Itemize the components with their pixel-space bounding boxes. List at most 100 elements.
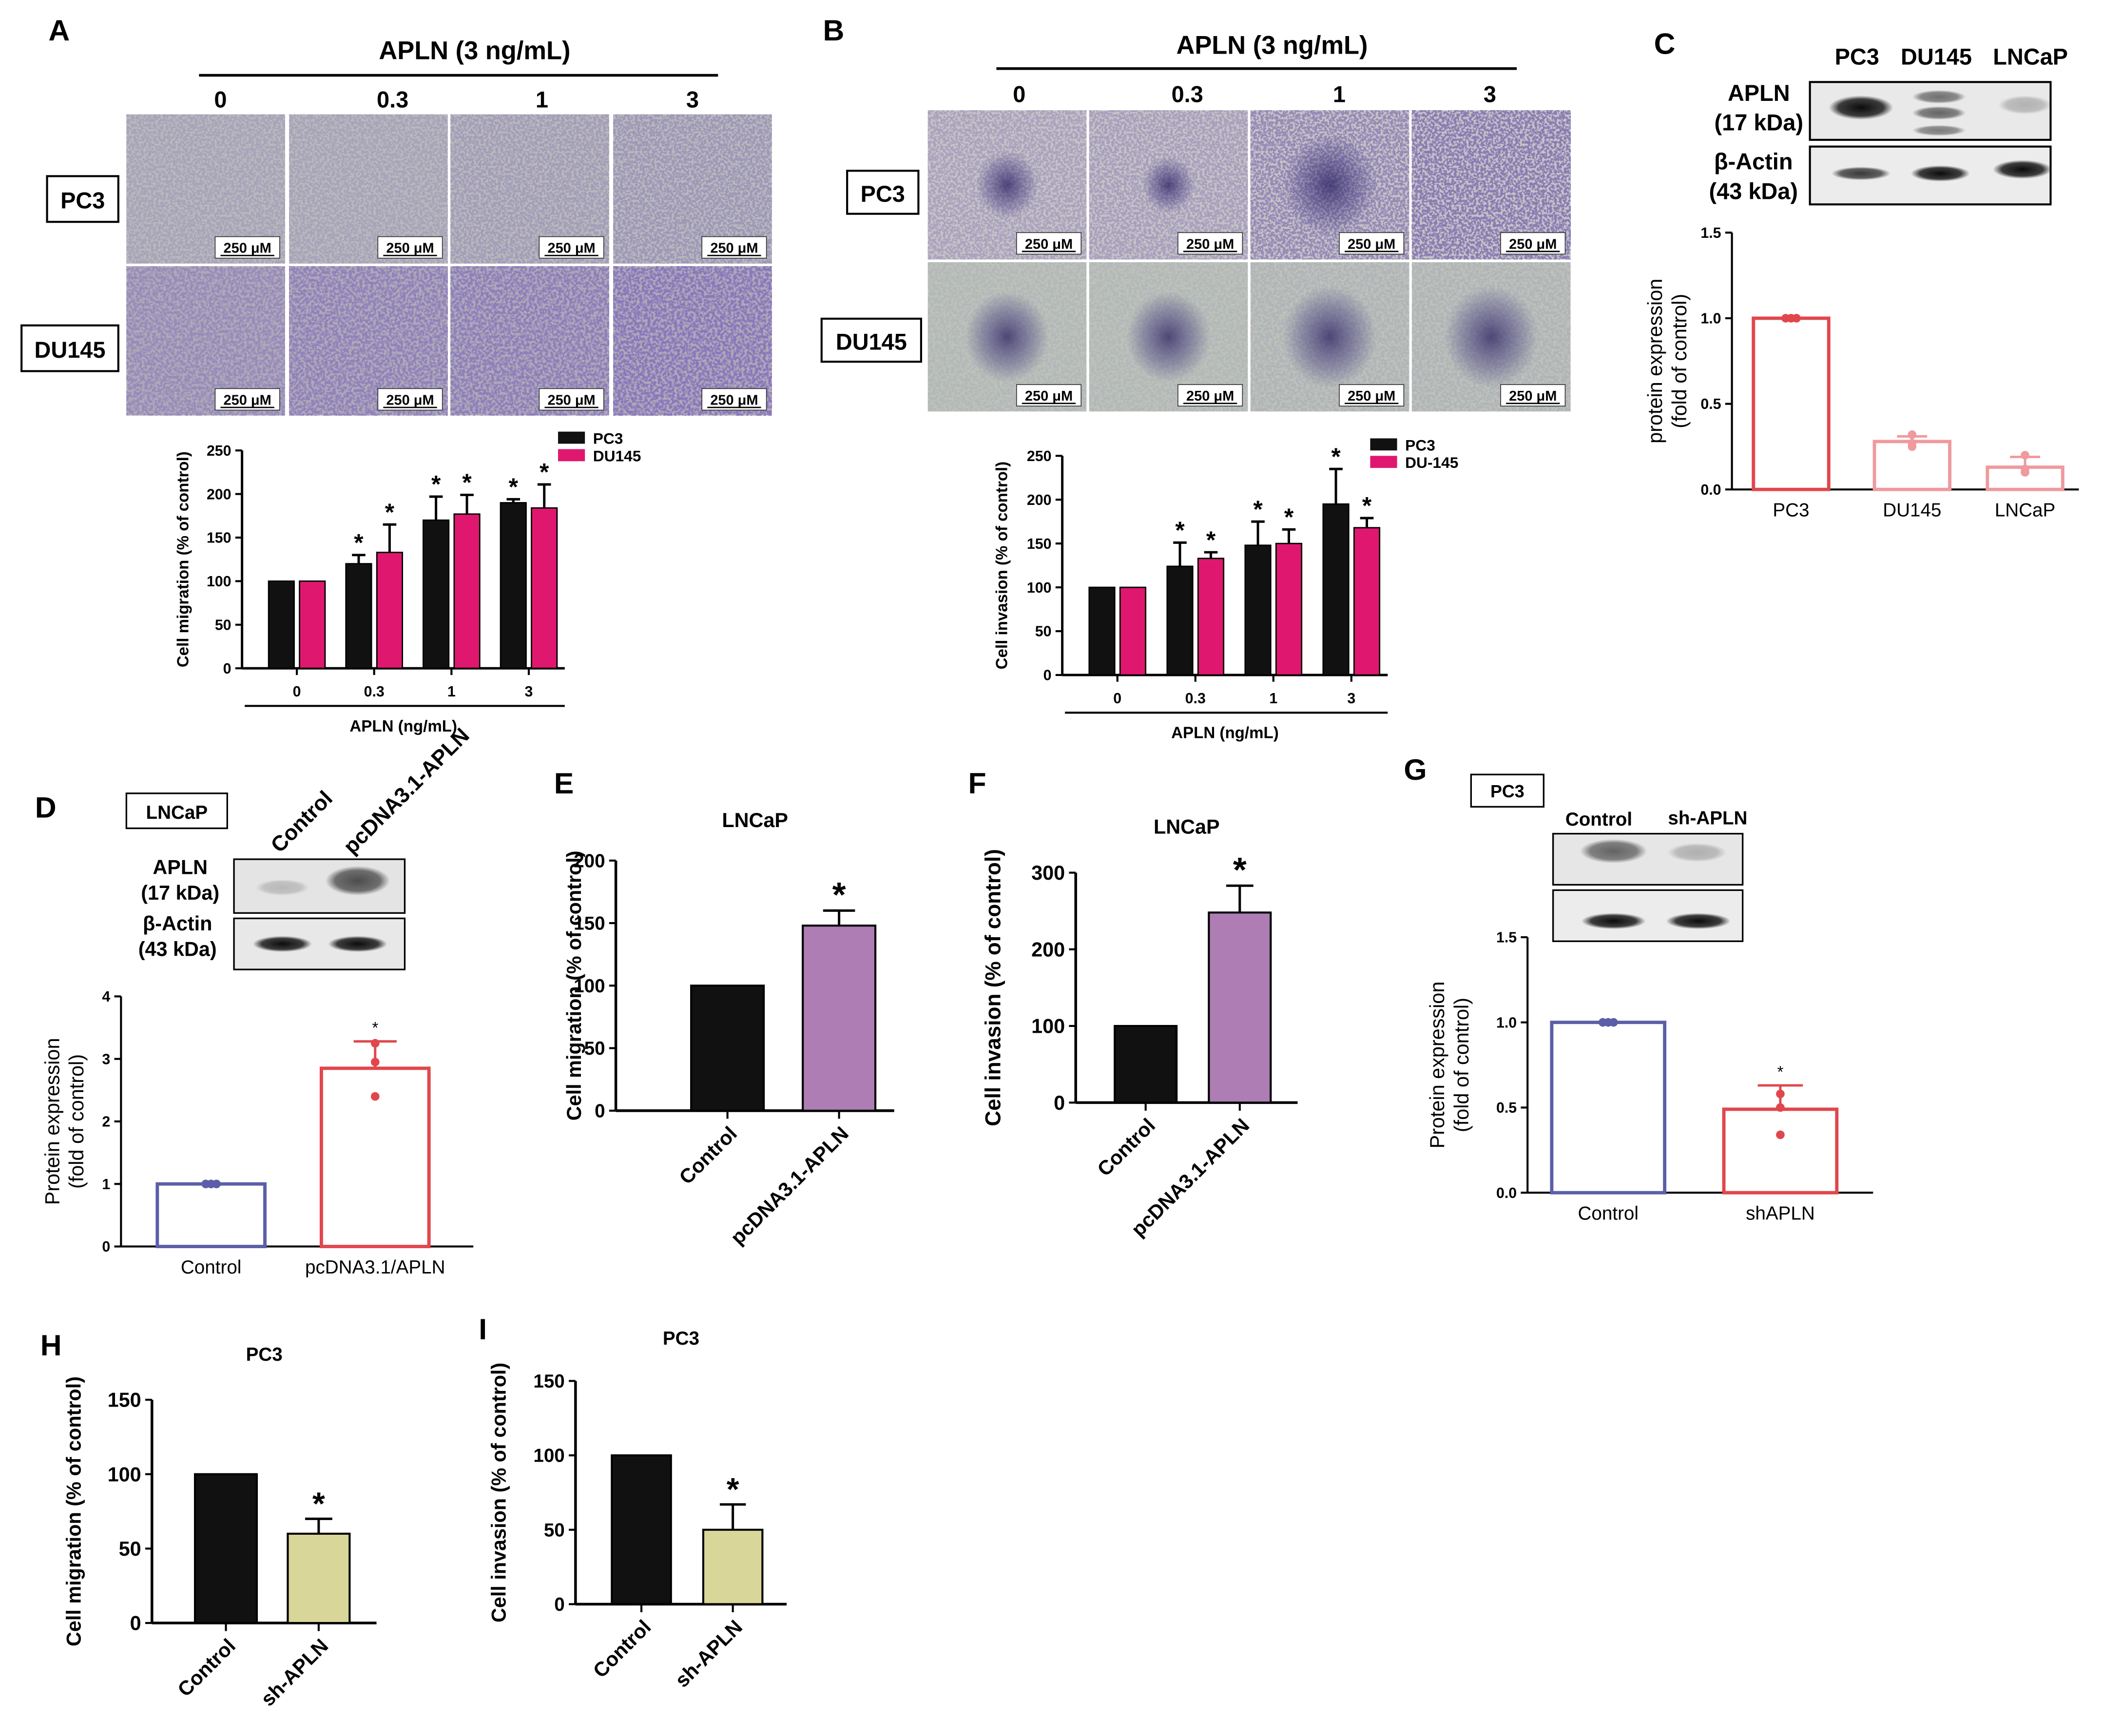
- micrograph-tile: 250 μM: [927, 110, 1087, 260]
- data-point: [370, 1092, 380, 1101]
- panel-label-e: E: [554, 767, 574, 800]
- y-tick-label: 150: [207, 530, 232, 546]
- blot-band: [1667, 843, 1727, 862]
- significance-marker: *: [372, 1019, 378, 1037]
- band-label-line: (43 kDa): [138, 938, 217, 961]
- y-tick-label: 100: [1027, 580, 1052, 596]
- micrograph-tile: 250 μM: [126, 266, 285, 416]
- scale-bar-box: [1500, 232, 1566, 255]
- data-point: [212, 1179, 221, 1189]
- scale-bar-label: 250 μM: [710, 241, 758, 256]
- data-point: [1609, 1018, 1618, 1027]
- band-label-line: APLN: [1728, 80, 1790, 106]
- row-label-du145: DU145: [836, 329, 907, 354]
- blot-band: [1666, 913, 1731, 929]
- legend-label: DU145: [593, 447, 641, 464]
- data-point: [1792, 314, 1801, 323]
- data-point: [2021, 451, 2029, 460]
- chart-title: PC3: [663, 1328, 699, 1349]
- bar: [1114, 1025, 1178, 1104]
- bar: [1119, 586, 1147, 676]
- legend-label: PC3: [1405, 436, 1435, 454]
- scale-bar-label: 250 μM: [224, 241, 271, 256]
- scale-bar-box: [539, 388, 604, 411]
- y-tick-label: 250: [207, 443, 232, 459]
- row-label-pc3: PC3: [861, 181, 905, 207]
- blot-band: [1992, 160, 2052, 179]
- blot-band-label-actin: β-Actin (43 kDa): [138, 912, 217, 960]
- band-label-line: β-Actin: [1714, 149, 1793, 174]
- significance-marker: *: [462, 469, 472, 496]
- bar: [611, 1454, 672, 1605]
- x-tick-label: 0.3: [1185, 691, 1206, 707]
- y-tick-label: 0: [223, 661, 232, 677]
- significance-marker: *: [1777, 1063, 1783, 1081]
- bar: [1208, 911, 1272, 1104]
- bar: [690, 984, 765, 1112]
- scale-bar-label: 250 μM: [386, 241, 434, 256]
- y-axis-label-line: Cell invasion (% of control): [982, 849, 1005, 1126]
- y-tick-label: 0.5: [1496, 1100, 1517, 1116]
- bar: [1752, 316, 1831, 491]
- bar: [702, 1528, 764, 1605]
- y-tick-label: 150: [1027, 536, 1052, 552]
- y-tick-label: 3: [102, 1051, 110, 1067]
- y-axis-label-line: Protein expression: [1426, 982, 1448, 1149]
- bar: [1322, 503, 1350, 676]
- x-tick-label: 0: [1113, 691, 1121, 707]
- x-tick-label: pcDNA3.1-APLN: [726, 1122, 853, 1249]
- y-tick-label: 0.5: [1700, 396, 1721, 412]
- scale-bar-label: 250 μM: [1509, 236, 1557, 252]
- blot-lane-control: Control: [266, 786, 337, 857]
- scale-bar-box: [1177, 384, 1243, 407]
- treatment-label: APLN (3 ng/mL): [1176, 31, 1368, 59]
- treatment-label: APLN (3 ng/mL): [379, 37, 570, 65]
- y-axis-label: Cell invasion (% of control): [993, 462, 1011, 670]
- blot-lane-pcdna: pcDNA3.1-APLN: [339, 723, 474, 858]
- significance-marker: *: [727, 1472, 739, 1508]
- cell-cluster: [976, 151, 1039, 219]
- blot-lane-sh-apln: sh-APLN: [1668, 808, 1747, 829]
- significance-marker: *: [1362, 492, 1372, 520]
- x-tick-label: 1: [1269, 691, 1277, 707]
- cell-cluster: [1142, 156, 1195, 213]
- y-axis-label-line: Protein expression: [41, 1038, 63, 1205]
- y-tick-label: 250: [1027, 448, 1052, 464]
- x-tick-label: PC3: [1773, 500, 1809, 521]
- significance-marker: *: [1206, 526, 1216, 554]
- significance-marker: *: [540, 459, 549, 486]
- blot-band-label-apln: APLN (17 kDa): [1715, 80, 1803, 135]
- panel-label-h: H: [40, 1329, 62, 1362]
- y-tick-label: 0: [102, 1239, 110, 1255]
- y-tick-label: 200: [574, 850, 605, 871]
- scale-bar-box: [377, 388, 443, 411]
- y-axis-label-line: Cell invasion (% of control): [487, 1363, 510, 1622]
- micrograph-tile: 250 μM: [126, 114, 285, 264]
- scale-bar-label: 250 μM: [1348, 388, 1395, 404]
- significance-marker: *: [1253, 496, 1263, 523]
- blot-band: [1998, 95, 2052, 115]
- scale-bar-box: [1339, 384, 1405, 407]
- y-axis-label: Cell invasion (% of control): [982, 849, 1005, 1126]
- cell-cluster: [1444, 286, 1539, 388]
- blot-band-label-apln: APLN (17 kDa): [141, 856, 219, 904]
- bar: [1275, 542, 1303, 676]
- y-tick-label: 50: [1035, 624, 1052, 640]
- legend-swatch: [558, 431, 585, 444]
- x-tick-label: LNCaP: [1995, 500, 2055, 521]
- scale-bar-box: [701, 236, 767, 259]
- micrographs-invasion: APLN (3 ng/mL) 0 0.3 1 3 PC3 DU145: [820, 31, 1517, 363]
- western-blot-c: PC3 DU145 LNCaP APLN (17 kDa) β-Actin (43 …: [1709, 44, 2068, 206]
- y-axis-label-line: (fold of control): [1668, 294, 1691, 428]
- scale-bar-box: [1016, 384, 1082, 407]
- panel-label-i: I: [479, 1312, 487, 1346]
- y-tick-label: 50: [584, 1038, 605, 1059]
- y-tick-label: 50: [215, 617, 232, 633]
- x-tick-label: sh-APLN: [256, 1635, 332, 1711]
- scale-bar-box: [377, 236, 443, 259]
- x-tick-label: 3: [1347, 691, 1355, 707]
- bar: [1197, 558, 1225, 676]
- y-tick-label: 1.5: [1496, 930, 1517, 946]
- band-label-line: (43 kDa): [1709, 178, 1798, 204]
- y-tick-label: 0: [554, 1594, 564, 1615]
